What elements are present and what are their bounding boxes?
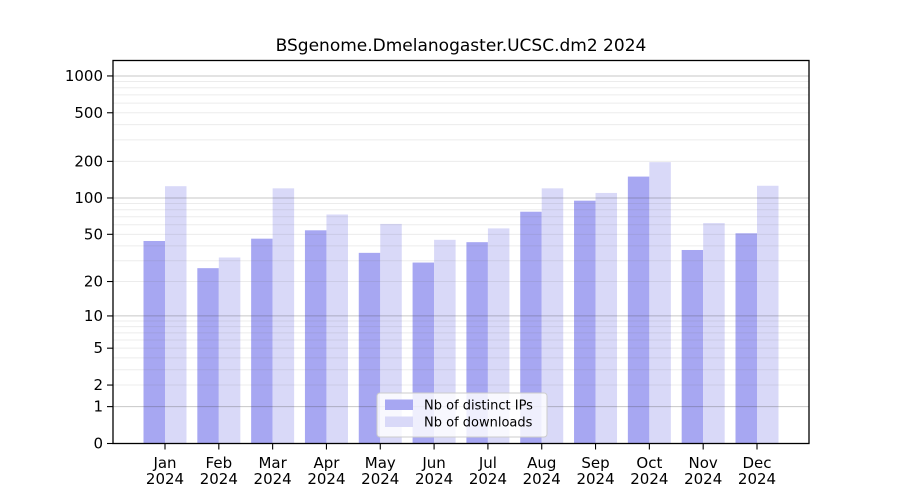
x-tick-label: Jan 2024 bbox=[146, 454, 184, 488]
x-tick-label: Nov 2024 bbox=[684, 454, 722, 488]
bar-distinct-ips-dec bbox=[735, 233, 757, 444]
y-tick-label: 200 bbox=[74, 152, 103, 170]
x-tick-label: Sep 2024 bbox=[576, 454, 614, 488]
y-tick-label: 10 bbox=[84, 307, 103, 325]
y-tick-label: 1 bbox=[93, 398, 103, 416]
bar-downloads-dec bbox=[757, 185, 779, 444]
x-tick-label: Feb 2024 bbox=[200, 454, 238, 488]
legend-label-downloads: Nb of downloads bbox=[424, 416, 533, 431]
bar-downloads-may bbox=[380, 223, 402, 444]
legend: Nb of distinct IPs Nb of downloads bbox=[376, 392, 548, 438]
x-tick-label: Mar 2024 bbox=[254, 454, 292, 488]
plot-frame bbox=[112, 59, 810, 445]
bar-downloads-feb bbox=[218, 257, 241, 444]
legend-swatch-downloads bbox=[385, 416, 413, 427]
bar-downloads-nov bbox=[703, 223, 725, 444]
y-tick-label: 20 bbox=[84, 273, 103, 291]
x-tick-label: Aug 2024 bbox=[523, 454, 561, 488]
y-tick-label: 0 bbox=[93, 435, 103, 453]
bar-distinct-ips-jan bbox=[143, 240, 165, 444]
x-tick-label: Jun 2024 bbox=[415, 454, 453, 488]
bar-distinct-ips-apr bbox=[304, 230, 327, 444]
bar-downloads-apr bbox=[326, 214, 348, 444]
bar-distinct-ips-mar bbox=[251, 238, 273, 444]
bar-downloads-mar bbox=[272, 188, 295, 444]
x-tick-label: May 2024 bbox=[361, 454, 399, 488]
bar-downloads-oct bbox=[649, 162, 671, 444]
bar-downloads-jan bbox=[165, 186, 187, 444]
legend-swatch-distinct-ips bbox=[385, 399, 413, 410]
bar-distinct-ips-sep bbox=[574, 200, 596, 444]
y-tick-label: 500 bbox=[74, 104, 103, 122]
x-tick-label: Jul 2024 bbox=[469, 454, 507, 488]
y-tick-label: 2 bbox=[93, 376, 103, 394]
legend-label-distinct-ips: Nb of distinct IPs bbox=[424, 399, 533, 414]
x-tick-label: Apr 2024 bbox=[307, 454, 345, 488]
bar-distinct-ips-may bbox=[358, 252, 381, 444]
x-tick-label: Dec 2024 bbox=[738, 454, 776, 488]
bars-layer bbox=[143, 162, 779, 444]
y-tick-label: 50 bbox=[84, 225, 103, 243]
bar-distinct-ips-feb bbox=[197, 268, 219, 444]
x-tick-label: Oct 2024 bbox=[630, 454, 668, 488]
legend-box bbox=[376, 392, 548, 438]
bar-downloads-aug bbox=[541, 188, 564, 444]
bar-distinct-ips-nov bbox=[681, 249, 704, 444]
bar-distinct-ips-oct bbox=[627, 176, 650, 444]
bar-downloads-sep bbox=[595, 192, 618, 444]
y-tick-label: 1000 bbox=[65, 67, 103, 85]
axes-layer: 0 1 2 5 10 20 50 100 200 500 1000 Jan 2024 Feb 2024 Mar… bbox=[65, 67, 776, 488]
bar-downloads-jul bbox=[487, 228, 510, 444]
chart-title: BSgenome.Dmelanogaster.UCSC.dm2 2024 bbox=[276, 36, 647, 56]
gridlines-layer bbox=[113, 75, 809, 408]
bar-distinct-ips-aug bbox=[520, 211, 542, 444]
y-tick-label: 100 bbox=[74, 189, 103, 207]
y-tick-label: 5 bbox=[93, 339, 103, 357]
